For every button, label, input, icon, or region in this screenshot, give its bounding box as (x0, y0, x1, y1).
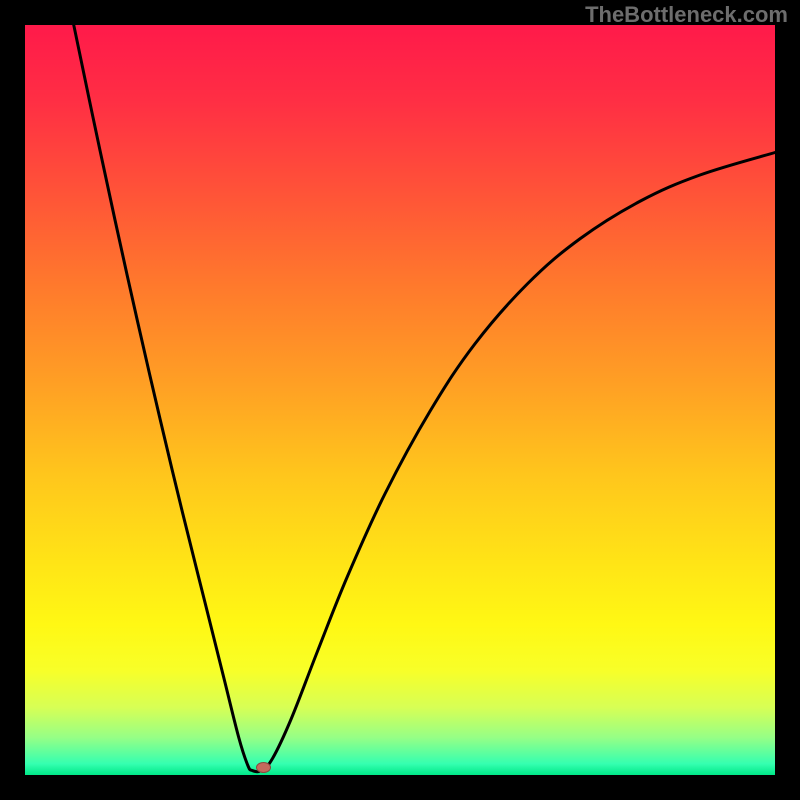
optimal-marker (257, 763, 271, 773)
chart-container: TheBottleneck.com (0, 0, 800, 800)
plot-area (25, 25, 775, 775)
watermark-text: TheBottleneck.com (585, 2, 788, 28)
bottleneck-chart (0, 0, 800, 800)
